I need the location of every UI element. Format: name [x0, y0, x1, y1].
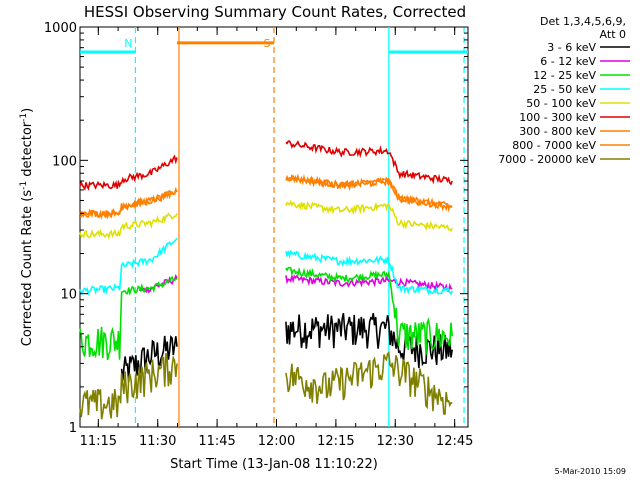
y-label-superscript: -1 — [19, 113, 29, 122]
legend-entry-label: 300 - 800 keV — [519, 125, 596, 138]
x-tick-label: 12:00 — [258, 434, 295, 449]
series-line — [285, 273, 453, 293]
chart-title: HESSI Observing Summary Count Rates, Cor… — [84, 3, 466, 21]
legend-entry-label: 800 - 7000 keV — [512, 139, 596, 152]
series-line — [79, 212, 178, 240]
flag-label: S — [264, 37, 271, 50]
series-line — [79, 189, 178, 218]
x-tick-label: 12:30 — [377, 434, 414, 449]
series-line — [285, 140, 453, 186]
x-tick-label: 11:15 — [80, 434, 117, 449]
y-label-part: ) — [20, 108, 35, 113]
series-line — [285, 351, 453, 415]
y-tick-label: 1 — [69, 421, 77, 436]
legend-entry-label: 25 - 50 keV — [533, 83, 596, 96]
series-line — [285, 199, 453, 233]
series-line — [138, 273, 178, 294]
legend-entry-label: 3 - 6 keV — [547, 41, 596, 54]
series-line — [120, 335, 178, 382]
legend-header: Att 0 — [600, 28, 626, 41]
y-label-part: Corrected Count Rate (s — [20, 190, 35, 347]
legend-entry-label: 50 - 100 keV — [526, 97, 596, 110]
y-label-superscript: -1 — [19, 181, 29, 190]
x-tick-label: 11:45 — [198, 434, 235, 449]
y-axis-label: Corrected Count Rate (s-1 detector-1) — [19, 108, 35, 346]
series-line — [285, 266, 453, 355]
legend-entry-label: 6 - 12 keV — [540, 55, 596, 68]
series-line — [79, 275, 178, 361]
y-tick-label: 100 — [52, 154, 77, 169]
series-lines — [79, 140, 453, 420]
series-line — [285, 313, 453, 369]
axis-ticks: 11:15 11:30 11:45 12:00 12:15 12:30 12:45 1 10 10… — [44, 21, 473, 449]
y-tick-label: 10 — [60, 288, 77, 303]
vertical-markers — [134, 27, 465, 427]
series-line — [285, 173, 453, 213]
series-line — [79, 154, 178, 191]
plot-timestamp: 5-Mar-2010 15:09 — [555, 467, 626, 476]
legend-entry-label: 7000 - 20000 keV — [498, 153, 596, 166]
x-axis-label: Start Time (13-Jan-08 11:10:22) — [170, 457, 378, 472]
legend-header: Det 1,3,4,5,6,9, — [540, 15, 626, 28]
series-line — [79, 352, 178, 420]
x-tick-label: 12:45 — [436, 434, 473, 449]
flag-label: N — [124, 37, 132, 50]
series-line — [79, 237, 178, 297]
y-label-part: detector — [20, 121, 35, 181]
x-tick-label: 12:15 — [317, 434, 354, 449]
y-tick-label: 1000 — [44, 21, 77, 36]
legend-entry-label: 100 - 300 keV — [519, 111, 596, 124]
x-tick-label: 11:30 — [139, 434, 176, 449]
series-line — [285, 250, 453, 296]
legend-entry-label: 12 - 25 keV — [533, 69, 596, 82]
